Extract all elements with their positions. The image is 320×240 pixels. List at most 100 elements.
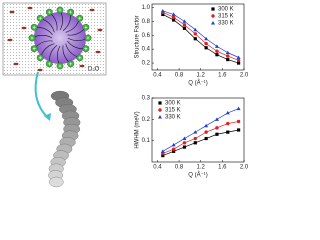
point — [226, 121, 230, 126]
legend-marker — [158, 108, 162, 112]
y-tick-label: 0.3 — [142, 96, 151, 102]
point — [171, 142, 176, 147]
plot-frame — [151, 3, 245, 71]
point — [225, 50, 230, 55]
legend-label: 330 K — [218, 21, 234, 27]
x-tick-label: 0.4 — [153, 165, 162, 171]
plus — [38, 16, 42, 20]
point — [182, 145, 187, 149]
point — [172, 18, 176, 22]
series-line — [162, 129, 239, 156]
segment — [49, 176, 64, 188]
legend-label: 330 K — [165, 115, 181, 121]
y-tick-label: 0.1 — [142, 138, 151, 144]
point — [182, 26, 187, 30]
y-tick-label: 0.2 — [142, 61, 151, 67]
plus — [78, 56, 82, 60]
point — [193, 32, 197, 36]
point — [161, 154, 165, 158]
series-line — [162, 121, 239, 154]
plus — [32, 25, 36, 29]
plus — [30, 36, 34, 40]
legend-marker — [158, 115, 162, 119]
point — [214, 117, 219, 121]
plus — [47, 62, 51, 66]
x-tick-label: 1.2 — [197, 165, 206, 171]
wormlike-micelle — [48, 90, 81, 188]
point — [226, 54, 230, 58]
plot-frame — [151, 97, 245, 163]
plus — [69, 10, 73, 14]
water-molecules — [7, 6, 103, 72]
point — [236, 106, 241, 111]
series-line — [162, 12, 239, 61]
point — [226, 130, 230, 134]
point — [160, 8, 165, 13]
point — [160, 149, 165, 153]
arrow-head — [44, 113, 51, 121]
y-tick-label: 0.2 — [142, 117, 151, 123]
point — [215, 53, 219, 57]
point — [226, 57, 230, 62]
x-tick-label: 1.2 — [197, 73, 206, 79]
y-axis-label: HWHM (meV) — [135, 111, 141, 148]
point — [204, 41, 208, 46]
x-axis-label: Q (Å⁻¹) — [188, 172, 208, 179]
point — [225, 110, 230, 115]
y-tick-label: 0.8 — [142, 19, 151, 25]
figure: D₂O 0.4 0.8 1.2 1.6 2.00.20.40.60.81.0Q (Å⁻¹… — [2, 2, 249, 188]
legend-label: 300 K — [165, 101, 181, 107]
chart: 0.4 0.8 1.2 1.6 2.00.20.40.60.81.0Q (Å⁻¹)Str… — [135, 3, 249, 87]
legend-label: 300 K — [218, 7, 234, 13]
x-tick-label: 0.4 — [153, 73, 162, 79]
y-tick-label: 0.6 — [142, 33, 151, 39]
y-axis-label: Structure Factor — [135, 15, 141, 58]
point — [236, 58, 241, 62]
point — [204, 36, 209, 41]
x-tick-label: 0.8 — [175, 73, 184, 79]
point — [215, 132, 219, 136]
point — [172, 149, 176, 153]
point — [236, 119, 241, 124]
point — [204, 136, 208, 141]
legend-marker — [211, 14, 215, 18]
point — [182, 23, 187, 27]
plus — [32, 47, 36, 51]
point — [215, 126, 219, 130]
point — [193, 130, 198, 134]
plus — [47, 10, 51, 14]
point — [182, 136, 187, 141]
point — [236, 55, 241, 59]
series-line — [162, 108, 239, 152]
plus — [86, 36, 90, 40]
point — [193, 37, 197, 41]
point — [171, 12, 176, 16]
point — [193, 27, 198, 32]
legend-marker — [211, 21, 215, 25]
point — [161, 12, 165, 17]
micelle-core — [34, 12, 86, 64]
point — [236, 128, 241, 132]
x-axis-label: Q (Å⁻¹) — [188, 80, 208, 87]
plus — [84, 25, 88, 29]
micelle-diagram: D₂O — [2, 2, 107, 188]
legend-marker — [211, 7, 215, 11]
point — [182, 19, 187, 23]
x-tick-label: 2.0 — [240, 73, 249, 79]
point — [193, 136, 197, 141]
arrow — [34, 71, 49, 119]
solvent-label: D₂O — [88, 67, 100, 73]
x-tick-label: 2.0 — [240, 165, 249, 171]
point — [215, 49, 219, 53]
plus — [58, 8, 62, 12]
plus — [58, 64, 62, 68]
x-tick-label: 1.6 — [218, 73, 227, 79]
point — [214, 44, 219, 48]
plus — [38, 56, 42, 60]
point — [182, 141, 187, 145]
x-tick-label: 1.6 — [218, 165, 227, 171]
y-tick-label: 1.0 — [142, 5, 151, 11]
x-tick-label: 0.8 — [175, 165, 184, 171]
chart: 0.4 0.8 1.2 1.6 2.0 0.1 0.2 0.3 Q (Å⁻¹) HWHM (meV… — [135, 96, 249, 179]
plus — [69, 62, 73, 66]
